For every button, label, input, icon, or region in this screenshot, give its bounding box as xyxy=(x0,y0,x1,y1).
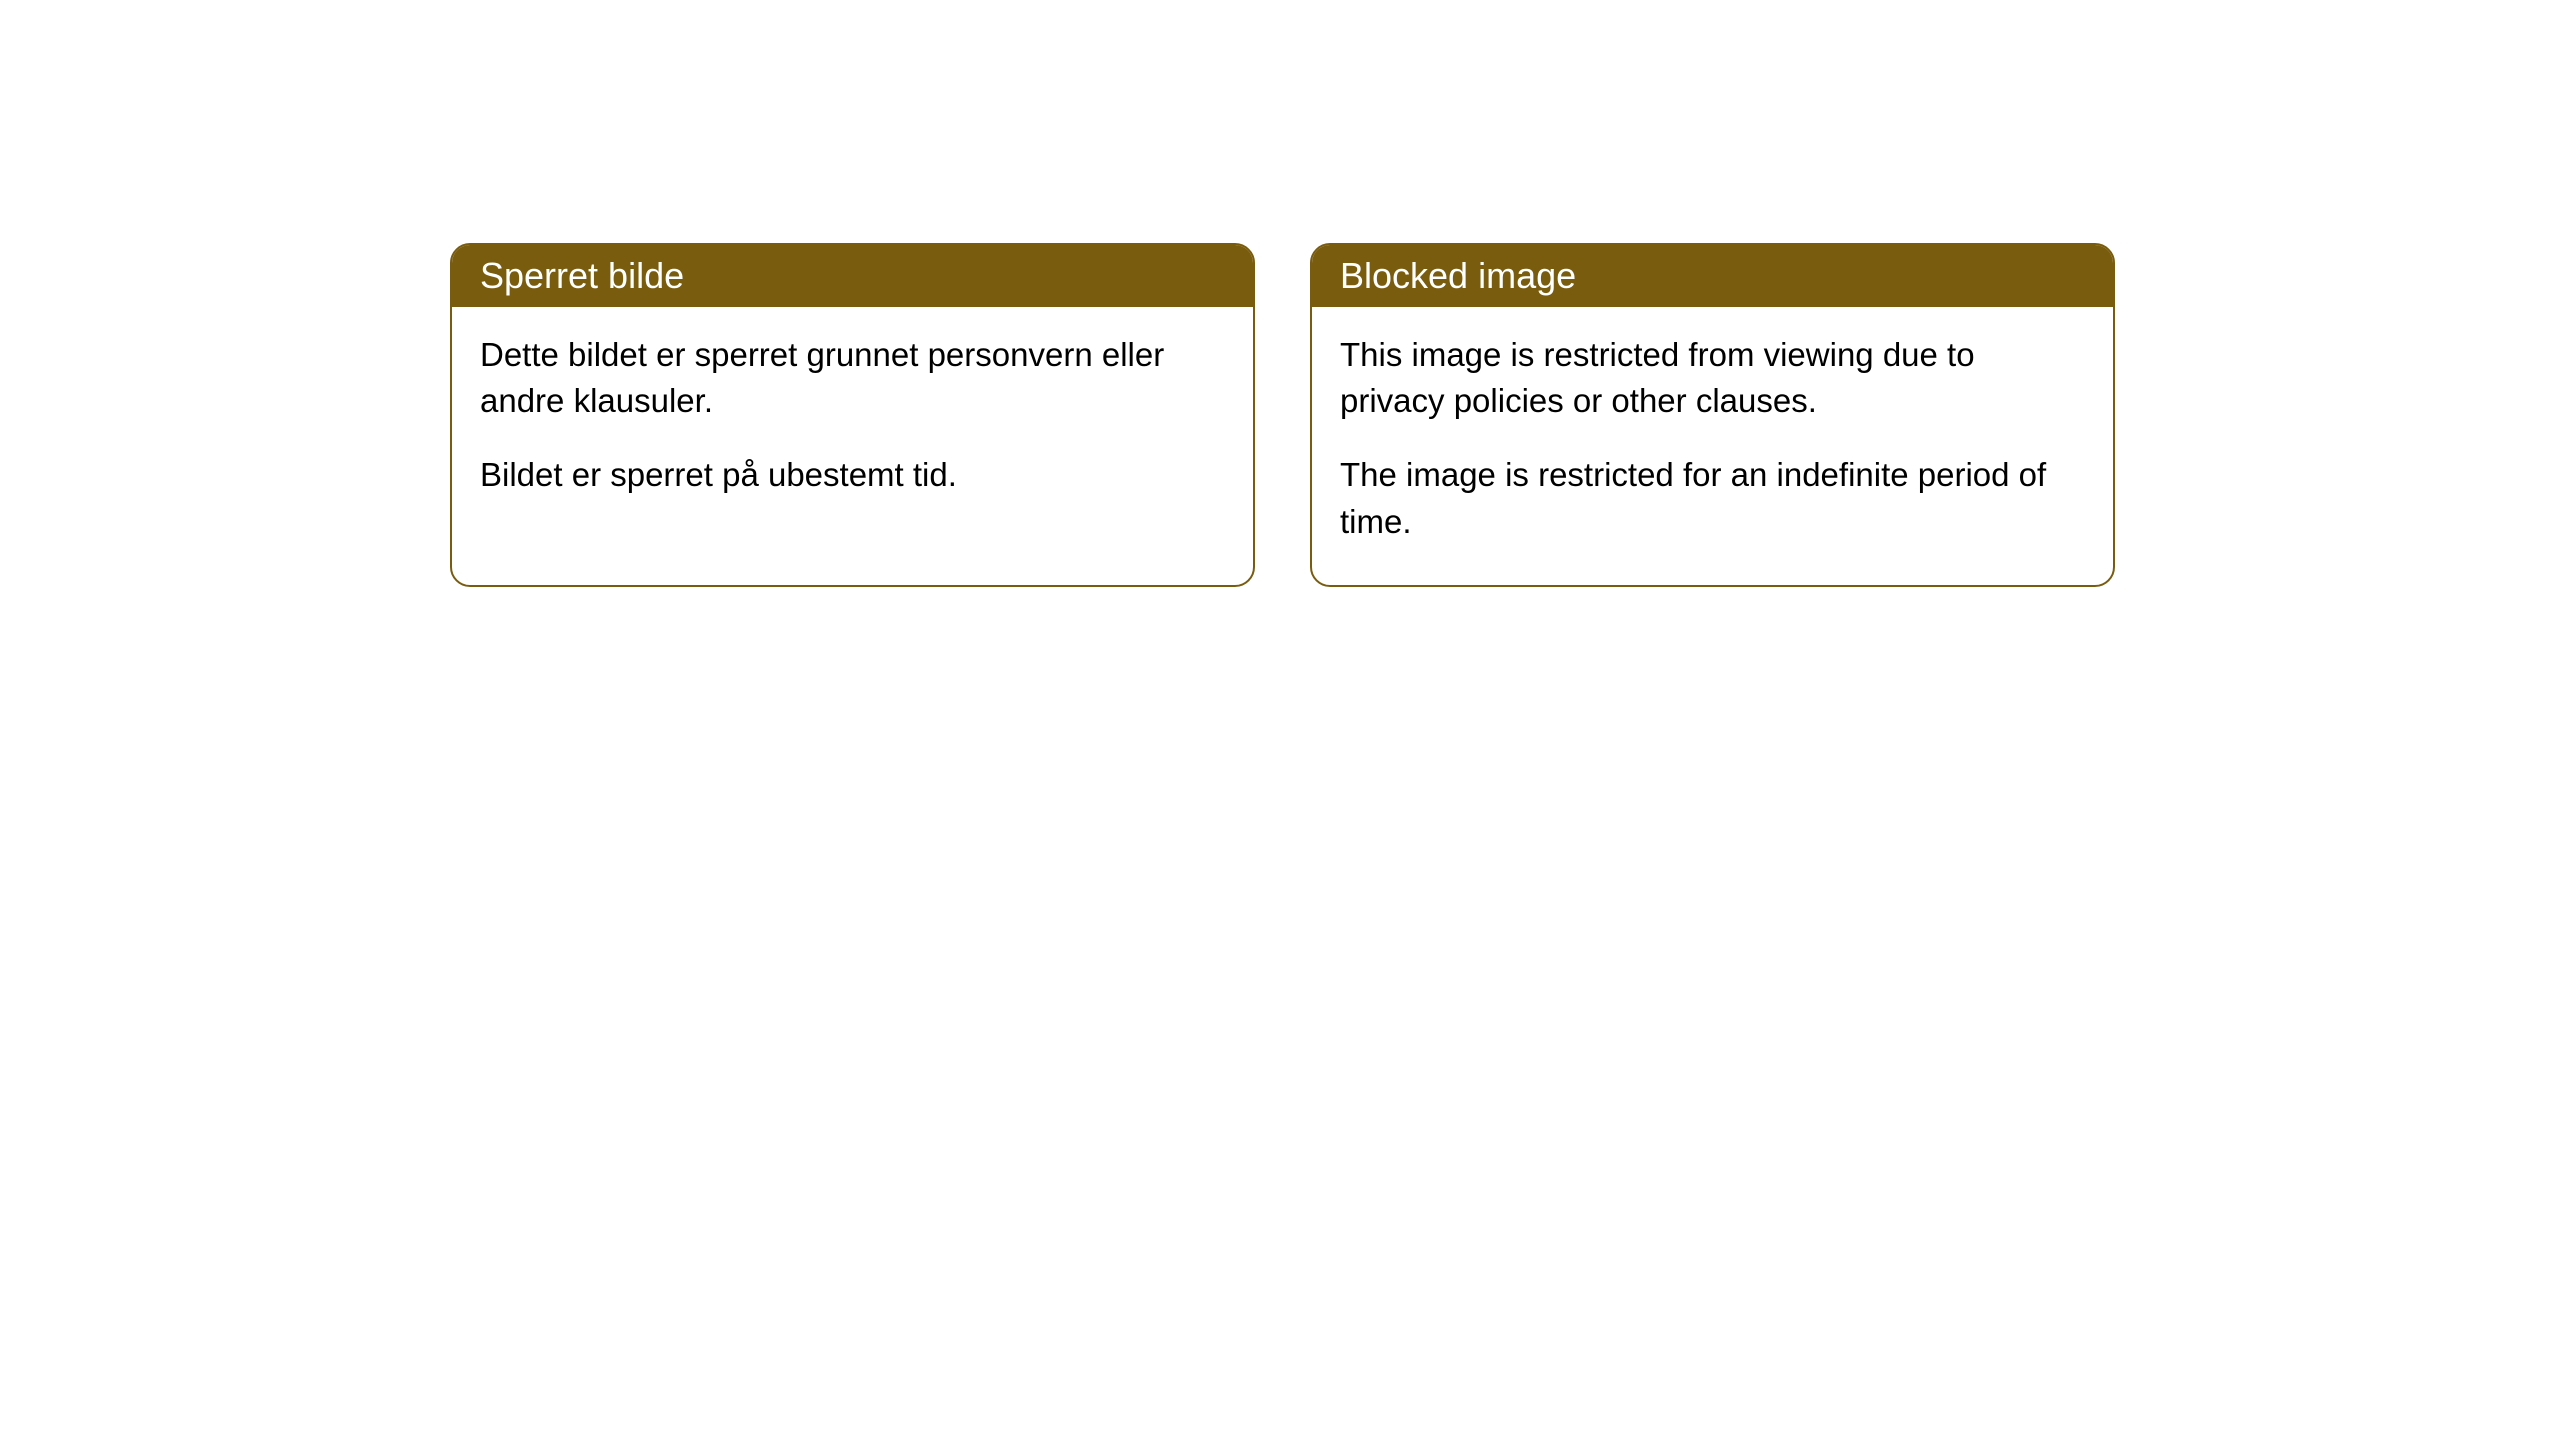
card-paragraph: Bildet er sperret på ubestemt tid. xyxy=(480,452,1225,498)
card-paragraph: This image is restricted from viewing du… xyxy=(1340,332,2085,424)
card-body-english: This image is restricted from viewing du… xyxy=(1312,307,2113,585)
card-body-norwegian: Dette bildet er sperret grunnet personve… xyxy=(452,307,1253,539)
card-header-norwegian: Sperret bilde xyxy=(452,245,1253,307)
card-paragraph: Dette bildet er sperret grunnet personve… xyxy=(480,332,1225,424)
blocked-image-card-english: Blocked image This image is restricted f… xyxy=(1310,243,2115,587)
card-title: Sperret bilde xyxy=(480,255,684,296)
card-header-english: Blocked image xyxy=(1312,245,2113,307)
notice-cards-container: Sperret bilde Dette bildet er sperret gr… xyxy=(450,243,2115,587)
card-title: Blocked image xyxy=(1340,255,1576,296)
card-paragraph: The image is restricted for an indefinit… xyxy=(1340,452,2085,544)
blocked-image-card-norwegian: Sperret bilde Dette bildet er sperret gr… xyxy=(450,243,1255,587)
